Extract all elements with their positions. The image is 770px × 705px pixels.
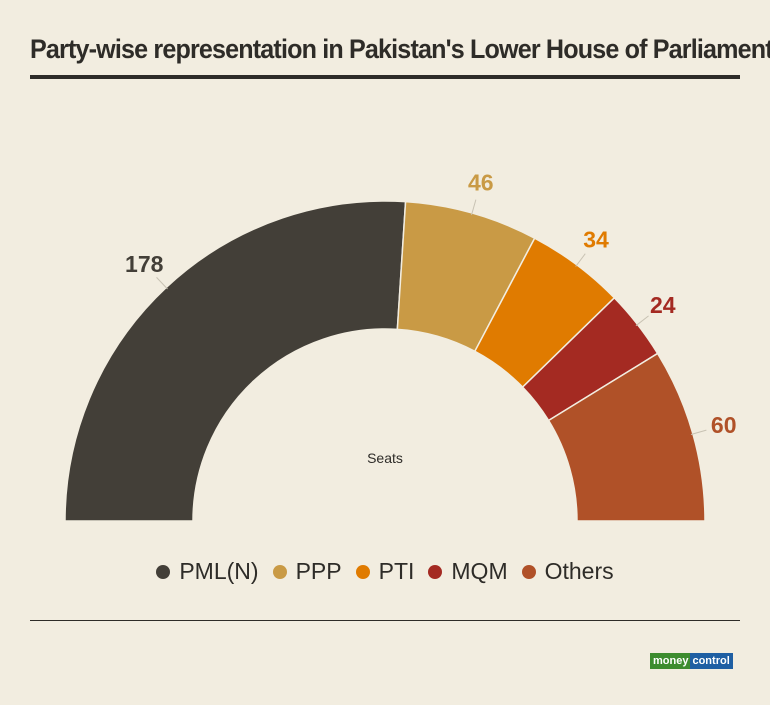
legend-item-ppp: PPP xyxy=(272,558,342,585)
leader-line xyxy=(156,277,168,290)
legend-item-others: Others xyxy=(521,558,614,585)
leader-line xyxy=(635,315,649,327)
legend-swatch xyxy=(428,564,443,579)
data-label-others: 60 xyxy=(711,412,737,438)
legend-label: MQM xyxy=(451,558,508,584)
legend-label: PPP xyxy=(295,558,342,584)
leader-line xyxy=(690,429,707,435)
center-label: Seats xyxy=(367,450,403,466)
legend-swatch xyxy=(156,564,171,579)
slice-others xyxy=(547,352,706,522)
slice-pmln xyxy=(64,200,407,522)
legend-item-pti: PTI xyxy=(355,558,415,585)
legend-swatch xyxy=(272,564,287,579)
legend-label: Others xyxy=(544,558,614,584)
bottom-divider xyxy=(30,620,740,621)
logo-part-control: control xyxy=(690,653,733,669)
leader-line xyxy=(471,199,477,216)
legend-swatch xyxy=(521,564,536,579)
half-donut-chart: 178 46 34 24 60 Seats xyxy=(64,169,737,522)
data-label-ppp: 46 xyxy=(468,169,494,195)
data-label-pti: 34 xyxy=(583,226,609,252)
logo-part-money: money xyxy=(650,653,691,669)
moneycontrol-logo: money control xyxy=(650,653,733,669)
chart-legend: PML(N) PPP PTI MQM Others xyxy=(0,558,770,585)
legend-label: PTI xyxy=(378,558,415,584)
data-label-pmln: 178 xyxy=(125,251,164,277)
leader-line xyxy=(575,253,586,267)
legend-item-pmln: PML(N) xyxy=(156,558,259,585)
data-label-mqm: 24 xyxy=(650,292,676,318)
legend-item-mqm: MQM xyxy=(428,558,508,585)
legend-swatch xyxy=(355,564,370,579)
legend-label: PML(N) xyxy=(179,558,259,584)
chart-title: Party-wise representation in Pakistan's … xyxy=(30,34,770,64)
title-underline xyxy=(30,75,740,79)
